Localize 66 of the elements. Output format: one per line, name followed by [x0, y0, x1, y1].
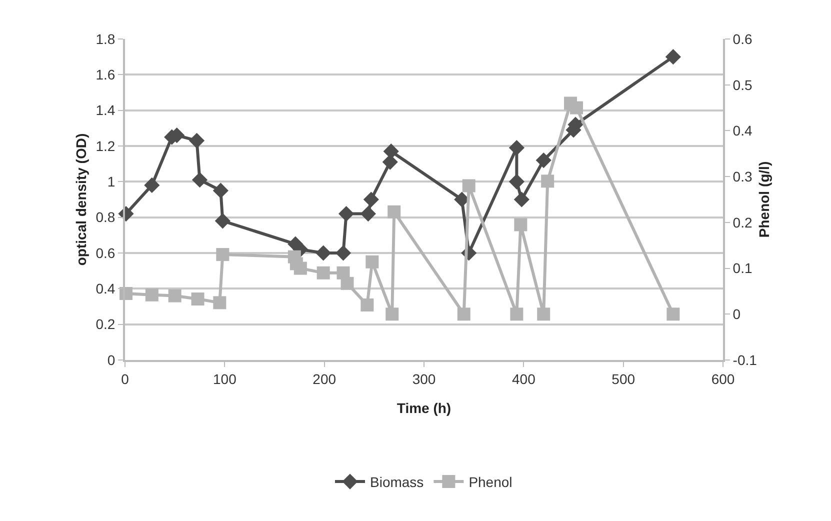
y2-tick-label: 0.1	[732, 260, 752, 276]
x-tick-label: 600	[711, 370, 735, 387]
y-tick-label: 0	[107, 352, 116, 368]
point	[338, 206, 354, 222]
point	[541, 174, 554, 188]
point	[537, 308, 550, 321]
point	[665, 49, 681, 65]
y2-tick-label: 0.2	[732, 214, 752, 230]
point	[514, 192, 530, 208]
point	[386, 308, 399, 321]
point	[214, 213, 230, 229]
y2-tick-label: 0.4	[732, 122, 752, 139]
y-tick-label: 1.8	[96, 30, 116, 47]
y2-axis-title: Phenol (g/l)	[756, 161, 772, 238]
point	[508, 174, 524, 190]
point	[316, 245, 332, 261]
point	[366, 255, 379, 268]
y-axis-title: optical density (OD)	[73, 133, 89, 266]
point	[508, 140, 524, 156]
point	[192, 172, 208, 188]
x-tick-label: 100	[212, 370, 237, 387]
y-tick-label: 1.4	[96, 102, 116, 118]
point	[191, 292, 204, 306]
y-tick-label: 0.4	[96, 280, 116, 297]
x-tick-label: 500	[612, 370, 636, 387]
legend-label: Biomass	[370, 474, 424, 490]
y-tick-label: 0.2	[96, 316, 116, 332]
point	[294, 262, 307, 275]
x-tick-label: 300	[412, 370, 436, 387]
y-tick-label: 0.6	[96, 244, 116, 261]
point	[360, 298, 374, 312]
point	[510, 308, 524, 321]
point	[570, 101, 583, 114]
y2-tick-label: -0.1	[732, 352, 758, 368]
point	[212, 182, 228, 198]
point	[335, 245, 352, 261]
point	[168, 289, 182, 302]
point	[514, 218, 528, 232]
point	[462, 179, 476, 192]
point	[340, 276, 354, 290]
y2-tick-label: 0.3	[732, 168, 752, 184]
point	[363, 192, 379, 208]
point	[383, 144, 399, 160]
y-tick-label: 1.6	[96, 66, 116, 83]
point	[213, 296, 226, 310]
x-axis-title: Time (h)	[396, 400, 452, 416]
point	[316, 266, 330, 280]
x-tick-label: 0	[121, 370, 130, 387]
y2-tick-label: 0	[732, 306, 741, 322]
y2-tick-label: 0.6	[732, 30, 752, 47]
x-tick-label: 200	[312, 370, 336, 387]
y-tick-label: 1.2	[96, 138, 116, 154]
y2-tick-label: 0.5	[732, 76, 752, 93]
point	[536, 152, 552, 168]
x-tick-label: 400	[512, 370, 536, 387]
point	[145, 288, 158, 302]
point	[360, 206, 376, 222]
y-tick-label: 1	[107, 174, 116, 190]
point	[666, 308, 680, 321]
legend-label: Phenol	[468, 474, 512, 490]
point	[388, 205, 401, 218]
y-tick-label: 0.8	[96, 209, 116, 226]
point	[216, 248, 230, 262]
point	[457, 308, 470, 321]
point	[188, 132, 205, 148]
point	[144, 177, 160, 194]
